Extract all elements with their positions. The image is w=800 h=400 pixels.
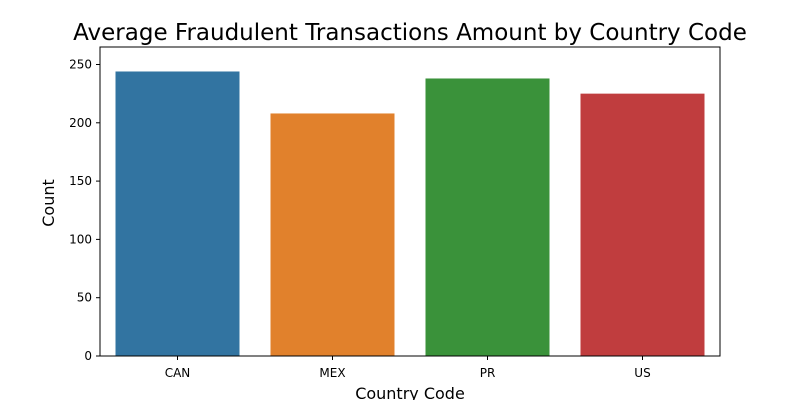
x-axis-ticks: CAN MEX PR US: [165, 356, 651, 380]
y-tick-label: 50: [77, 291, 92, 305]
plot-frame: [99, 46, 721, 357]
x-tick-label: MEX: [319, 366, 345, 380]
y-tick-label: 0: [84, 349, 92, 363]
y-tick-label: 100: [69, 232, 92, 246]
x-tick-label: US: [634, 366, 650, 380]
y-axis-ticks: 0 50 100 150 200 250: [69, 57, 100, 363]
y-tick-label: 150: [69, 174, 92, 188]
bar-us: [580, 93, 705, 356]
x-tick-label: CAN: [165, 366, 191, 380]
x-tick-label: PR: [480, 366, 496, 380]
y-axis-label: Count: [39, 179, 58, 227]
chart-title: Average Fraudulent Transactions Amount b…: [73, 20, 747, 46]
bar-can: [115, 71, 240, 357]
y-tick-label: 250: [69, 57, 92, 71]
bars-group: [115, 71, 705, 357]
bar-mex: [270, 113, 395, 357]
y-tick-label: 200: [69, 116, 92, 130]
x-axis-label: Country Code: [355, 384, 465, 400]
bar-pr: [425, 78, 550, 356]
